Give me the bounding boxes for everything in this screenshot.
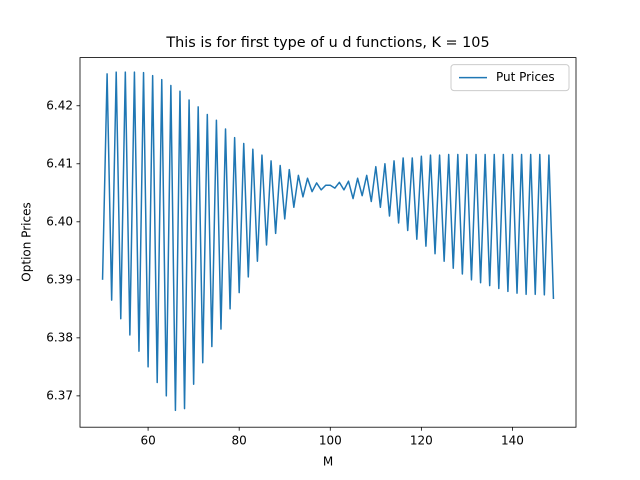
y-tick-label: 6.42: [46, 98, 73, 112]
y-tick-label: 6.40: [46, 214, 73, 228]
chart-title: This is for first type of u d functions,…: [165, 35, 489, 51]
x-tick-label: 60: [140, 434, 155, 448]
x-axis-label: M: [323, 455, 333, 469]
x-tick-label: 100: [319, 434, 342, 448]
y-axis-label: Option Prices: [20, 202, 34, 281]
legend-box: [450, 64, 570, 92]
y-tick-label: 6.37: [46, 388, 73, 402]
y-tick-label: 6.38: [46, 330, 73, 344]
x-tick-label: 140: [501, 434, 524, 448]
data-line: [101, 71, 555, 412]
y-tick-label: 6.41: [46, 156, 73, 170]
y-tick-label: 6.39: [46, 272, 73, 286]
x-tick-label: 80: [232, 434, 247, 448]
x-tick-label: 120: [410, 434, 433, 448]
legend-label: Put Prices: [496, 70, 555, 84]
plot-frame: [79, 57, 577, 428]
